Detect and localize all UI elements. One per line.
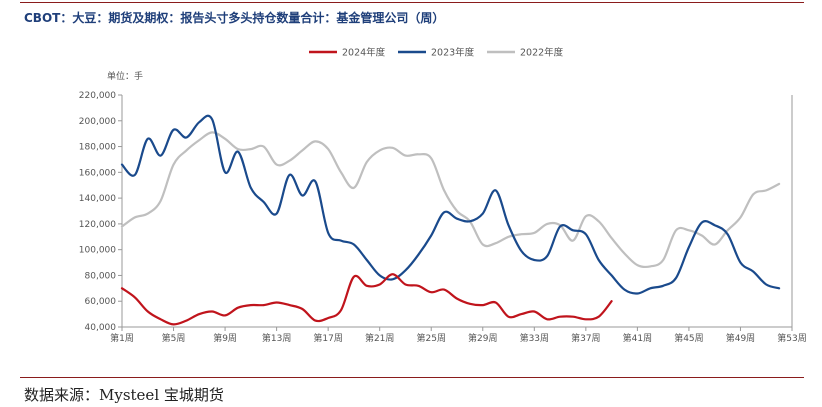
y-axis-label: 单位：手 — [107, 70, 143, 82]
legend-label: 2023年度 — [431, 47, 475, 59]
x-tick-label: 第9周 — [213, 332, 237, 344]
x-tick-label: 第17周 — [313, 332, 342, 344]
chart-series — [120, 114, 781, 326]
y-tick-label: 160,000 — [79, 168, 116, 178]
y-tick-label: 100,000 — [79, 246, 116, 256]
x-tick-label: 第21周 — [365, 332, 394, 344]
top-rule — [20, 2, 804, 3]
chart-axes: 40,000 60,000 80,000 100,000 120,000 140,000 1… — [79, 91, 807, 344]
x-tick-label: 第33周 — [520, 332, 549, 344]
legend-label: 2024年度 — [342, 47, 386, 59]
x-tick-label: 第45周 — [674, 332, 703, 344]
x-tick-label: 第53周 — [777, 332, 806, 344]
x-tick-label: 第1周 — [110, 332, 134, 344]
x-tick-label: 第13周 — [262, 332, 291, 344]
x-tick-label: 第5周 — [162, 332, 186, 344]
y-tick-label: 40,000 — [85, 323, 117, 333]
x-tick-label: 第25周 — [417, 332, 446, 344]
y-tick-label: 140,000 — [79, 194, 116, 204]
chart-title: CBOT：大豆：期货及期权：报告头寸多头持仓数量合计：基金管理公司（周） — [24, 11, 445, 25]
y-tick-label: 180,000 — [79, 143, 116, 153]
y-tick-label: 220,000 — [79, 91, 116, 101]
x-tick-label: 第37周 — [571, 332, 600, 344]
series-line-2023年度 — [120, 114, 781, 295]
series-line-2024年度 — [120, 273, 613, 326]
legend-label: 2022年度 — [520, 47, 564, 59]
series-line-2022年度 — [120, 131, 781, 269]
x-tick-label: 第41周 — [623, 332, 652, 344]
y-tick-label: 80,000 — [85, 271, 117, 281]
chart-legend: 2024年度 2023年度 2022年度 — [309, 47, 564, 59]
x-tick-label: 第29周 — [468, 332, 497, 344]
y-tick-label: 60,000 — [85, 297, 117, 307]
data-source: 数据来源：Mysteel 宝城期货 — [24, 386, 224, 404]
bottom-rule — [20, 377, 804, 378]
y-tick-label: 200,000 — [79, 117, 116, 127]
x-tick-label: 第49周 — [726, 332, 755, 344]
y-tick-label: 120,000 — [79, 220, 116, 230]
